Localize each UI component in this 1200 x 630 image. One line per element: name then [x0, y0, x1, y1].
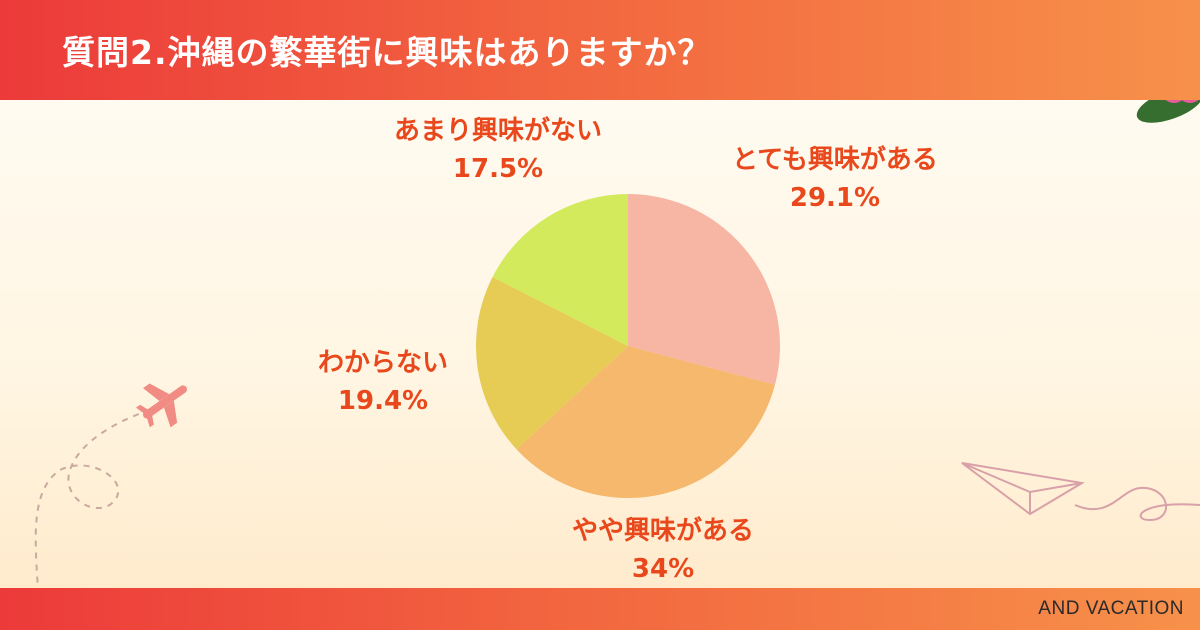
slice-label-somewhat-interested: やや興味がある 34%	[572, 513, 754, 588]
pie-slice-not-very-interested	[492, 194, 628, 346]
slice-value-label: 17.5%	[452, 153, 544, 184]
slice-label-text: わからない	[318, 348, 449, 378]
slice-value-label: 34%	[631, 553, 695, 584]
pie-slice-very-interested	[628, 194, 780, 385]
slice-label-text: とても興味がある	[732, 145, 938, 175]
header-bar	[0, 0, 1200, 100]
pie-slice-somewhat-interested	[516, 346, 775, 499]
slice-label-not-very-interested: あまり興味がない 17.5%	[394, 113, 602, 188]
airplane-icon	[135, 383, 188, 428]
slice-label-text: やや興味がある	[572, 516, 755, 546]
slice-value-label: 29.1%	[789, 182, 881, 213]
page-title: 質問2.沖縄の繁華街に興味はありますか？	[62, 33, 712, 72]
pie-slice-unsure	[476, 276, 628, 450]
slice-label-very-interested: とても興味がある 29.1%	[732, 142, 938, 217]
footer-bar	[0, 588, 1200, 630]
slice-value-label: 19.4%	[337, 385, 429, 416]
slice-label-text: あまり興味がない	[394, 116, 603, 146]
paper-plane-icon	[961, 462, 1200, 522]
dashed-flight-path	[34, 409, 151, 591]
slice-label-unsure: わからない 19.4%	[318, 345, 448, 420]
brand-name: AND VACATION	[1038, 598, 1184, 619]
